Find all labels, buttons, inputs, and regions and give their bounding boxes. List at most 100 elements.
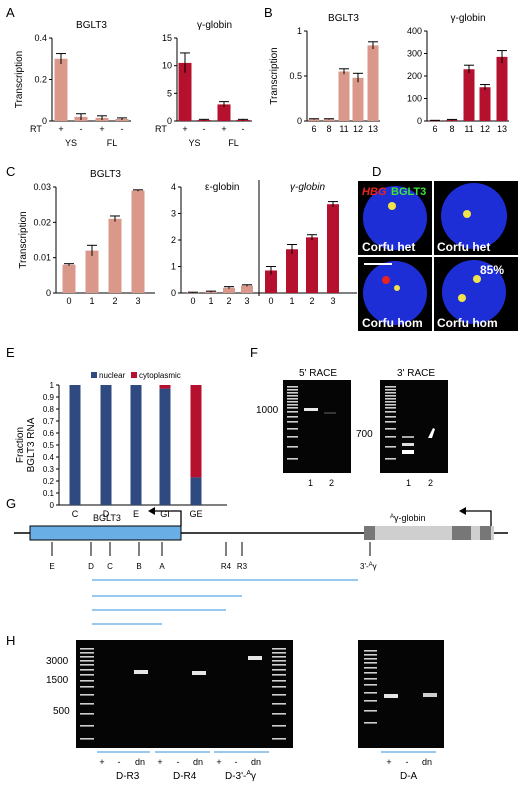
bar-nuclear — [100, 385, 112, 505]
fish-cell-label: Corfu het — [437, 240, 490, 254]
ladder-band — [364, 684, 377, 686]
y-tick-label: 200 — [407, 71, 422, 81]
ladder-band — [287, 401, 298, 403]
ladder-band — [364, 658, 377, 660]
panel-label-h: H — [6, 633, 15, 648]
x-tick-label: 0 — [268, 296, 273, 306]
y-tick-label: 10 — [162, 61, 172, 71]
bar — [178, 62, 192, 121]
group-label: YS — [188, 138, 200, 148]
y-tick-label: 0.3 — [43, 465, 55, 474]
y-tick-label: 0 — [297, 116, 302, 126]
ladder-band — [80, 680, 94, 682]
marker-500: 500 — [53, 706, 70, 717]
bglt3-tss-arrow — [155, 510, 182, 526]
lane-label: + — [386, 757, 391, 767]
x-tick-label: 11 — [464, 124, 473, 134]
y-axis-label: Fraction — [15, 427, 26, 463]
chart-title: BGLT3 — [90, 169, 121, 180]
ladder-band — [287, 386, 298, 388]
y-tick-label: 0.2 — [34, 75, 47, 85]
c2-subtitle-gamma: γ-globin — [290, 182, 325, 193]
panel-label-c: C — [6, 164, 15, 179]
x-tick-label: 1 — [289, 296, 294, 306]
y-axis-label: Transcription — [18, 211, 29, 268]
c2-subtitle-epsilon: ε-globin — [205, 182, 239, 193]
ladder-band — [287, 411, 298, 413]
bar — [217, 104, 231, 121]
pcr-gels: 3000 1500 500 + - dn + - dn + - dn + - dn D-R3 D-R4… — [46, 640, 444, 782]
y-tick-label: 0 — [167, 116, 172, 126]
globin-gene-label: Aγ-globin — [390, 513, 426, 523]
ladder-h-da — [364, 650, 377, 724]
bar — [187, 292, 199, 294]
ladder-3race — [385, 386, 396, 460]
ladder-band — [272, 703, 286, 705]
ladder-band — [385, 389, 396, 391]
gel-band — [304, 408, 318, 411]
ladder-band — [385, 392, 396, 394]
bar-nuclear — [69, 385, 81, 505]
chart-a-gamma-globin: 0 5 10 15 + - + - γ-globin RT YS FL — [155, 20, 252, 148]
ladder-band — [385, 416, 396, 418]
ladder-band — [364, 722, 377, 724]
panel-label-d: D — [372, 164, 381, 179]
lane-label: - — [118, 757, 121, 767]
nucleus-4 — [442, 260, 506, 324]
globin-arrow-head — [459, 507, 466, 515]
gel-band — [134, 670, 148, 674]
y-tick-label: 0 — [42, 116, 47, 126]
y-tick-label: 0.6 — [43, 429, 55, 438]
bar — [323, 119, 335, 121]
globin-tss-arrow — [466, 510, 492, 526]
fish-label-bglt3: BGLT3 — [391, 186, 426, 198]
lane-label: - — [177, 757, 180, 767]
h-group-label: D-R3 — [116, 771, 140, 782]
bar — [241, 285, 253, 293]
legend-label-nuclear: nuclear — [99, 371, 126, 380]
gel-band — [384, 694, 398, 698]
y-tick-label: 1 — [171, 262, 176, 272]
bglt3-gene — [29, 525, 182, 541]
marker-1500: 1500 — [46, 675, 69, 686]
gel-band — [423, 693, 437, 697]
fish-label-hbg: HBG — [362, 186, 387, 198]
y-tick-label: 0.03 — [33, 182, 51, 192]
fish-spot — [382, 276, 390, 284]
race5-label: 5' RACE — [299, 368, 337, 379]
x-tick-label: GI — [160, 509, 170, 519]
h-group-label: D-R4 — [173, 771, 197, 782]
group-label: YS — [65, 138, 77, 148]
chart-title: γ-globin — [450, 13, 485, 24]
y-tick-label: 3 — [171, 209, 176, 219]
fish-spot — [394, 285, 400, 291]
y-tick-label: 100 — [407, 94, 422, 104]
ladder-band — [385, 401, 396, 403]
chart-c-globins: 0 1 2 3 4 0 1 2 3 0 1 2 3 — [171, 182, 357, 306]
y-axis-label: BGLT3 RNA — [26, 417, 37, 472]
y-tick-label: 1 — [50, 381, 55, 390]
x-tick-label: GE — [189, 509, 202, 519]
lane-label: 2 — [329, 478, 334, 488]
bar — [131, 190, 145, 293]
ladder-band — [287, 398, 298, 400]
y-tick-label: 0.9 — [43, 393, 55, 402]
legend-label-cytoplasmic: cytoplasmic — [139, 371, 181, 380]
y-tick-label: 2 — [171, 235, 176, 245]
ladder-band — [385, 436, 396, 438]
bar — [54, 58, 68, 121]
lane-label: dn — [135, 757, 145, 767]
primer-sites: E D C B A R4 R3 — [49, 542, 248, 571]
lane-label: 2 — [428, 478, 433, 488]
bar-nuclear — [190, 477, 202, 505]
x-tick-label: 6 — [311, 124, 316, 134]
panel-label-f: F — [250, 345, 258, 360]
globin-exon — [480, 526, 491, 540]
group-label: FL — [107, 138, 118, 148]
fish-percent: 85% — [480, 263, 504, 277]
ladder-band — [272, 686, 286, 688]
x-tick-label: 2 — [112, 296, 117, 306]
y-tick-label: 0.4 — [34, 33, 47, 43]
y-tick-label: 0 — [46, 288, 51, 298]
x-tick-label: - — [242, 124, 245, 134]
